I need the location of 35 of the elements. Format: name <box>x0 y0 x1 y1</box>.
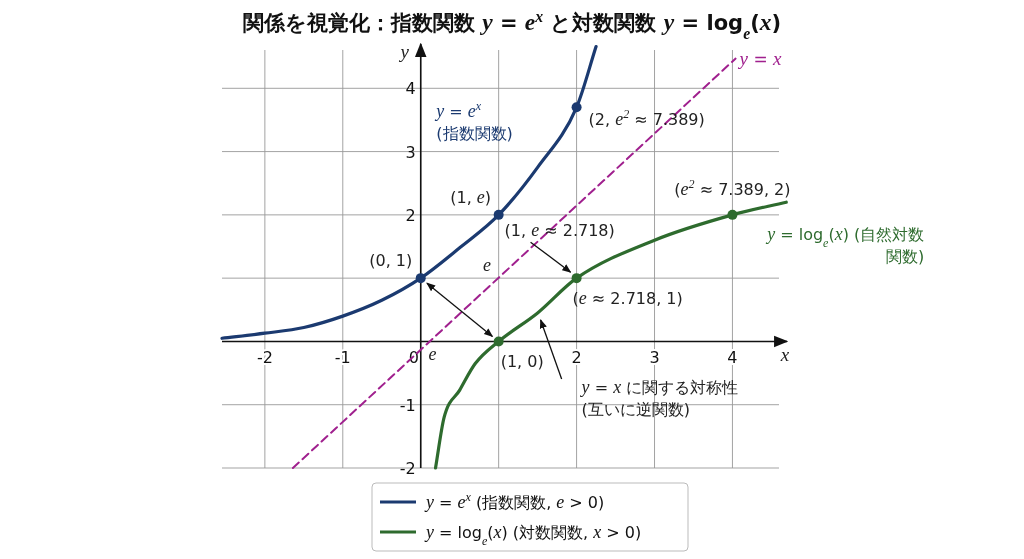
point <box>571 273 582 284</box>
point <box>571 102 582 113</box>
annotation: (2, e$^{2}$ ≈ 7.389) <box>588 107 705 130</box>
y-tick-label: -1 <box>399 395 416 415</box>
x-tick-label: -2 <box>256 348 273 368</box>
annotation: (0, 1) <box>369 251 413 271</box>
x-tick-label: 3 <box>649 348 660 368</box>
point <box>493 209 504 220</box>
annotation: e <box>483 254 491 275</box>
y-tick-label: 4 <box>405 79 416 99</box>
legend-label: y = log$_{e}$(x) (対数関数, x > 0) <box>424 522 642 548</box>
y-tick-label: 3 <box>405 142 416 162</box>
y-tick-label: 2 <box>405 205 416 225</box>
legend-label: y = e$^{x}$ (指数関数, e > 0) <box>424 490 605 512</box>
ylabel: y <box>400 41 409 62</box>
annotation: (e ≈ 2.718, 1) <box>572 288 683 309</box>
xlabel: x <box>780 344 790 366</box>
annotation: (e$^{2}$ ≈ 7.389, 2) <box>674 176 791 199</box>
annotation: (1, e ≈ 2.718) <box>504 220 615 273</box>
x-tick-label: 4 <box>727 348 738 368</box>
annotation: (1, e ≈ 2.718) <box>504 220 615 241</box>
x-tick-label: 2 <box>571 348 582 368</box>
annotation: y = x に関する対称性 (互いに逆関数) <box>579 376 739 419</box>
point <box>727 209 738 220</box>
annotation: (1, e) <box>450 186 492 207</box>
x-tick-label: -1 <box>334 348 351 368</box>
x-tick-label: 0 <box>408 348 419 368</box>
point <box>415 273 426 284</box>
point <box>493 336 504 347</box>
annotation: y = log$_{e}$(x) (自然対数関数) <box>767 224 925 267</box>
annotation: (1, 0) <box>500 352 544 372</box>
annotation: y = e$^{x}$ (指数関数) <box>436 98 513 143</box>
title: 関係を視覚化：指数関数 y = e$^{x}$ と対数関数 y = log$_{e}$(x) <box>242 7 782 42</box>
annotation: e <box>428 344 437 365</box>
y-tick-label: -2 <box>399 459 416 478</box>
